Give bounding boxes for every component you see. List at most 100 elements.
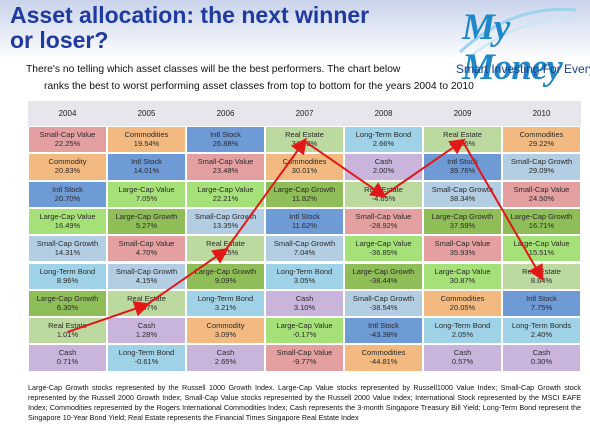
asset-class-label: Small-Cap Growth xyxy=(115,266,178,276)
return-value: 4.15% xyxy=(135,275,158,285)
table-cell: Large-Cap Growth -38.44% xyxy=(344,262,423,290)
table-cell: Real Estate 1.01% xyxy=(28,317,107,345)
return-value: 22.25% xyxy=(54,139,81,148)
asset-class-label: Large-Cap Growth xyxy=(194,266,257,276)
table-cell: Small-Cap Value -28.92% xyxy=(344,207,423,236)
table-cell: Small-Cap Growth 29.09% xyxy=(502,153,581,181)
table-cell: Commodity 20.83% xyxy=(28,153,107,181)
table-cell: Long-Term Bond 3.05% xyxy=(265,262,344,290)
table-cell: Long-Term Bonds 2.40% xyxy=(502,317,581,345)
asset-class-label: Long-Term Bonds xyxy=(511,321,572,331)
asset-class-label: Long-Term Bond xyxy=(39,266,96,276)
asset-class-label: Long-Term Bond xyxy=(197,293,254,303)
asset-class-label: Intl Stock xyxy=(131,157,162,167)
asset-class-label: Small-Cap Growth xyxy=(194,211,257,221)
asset-class-label: Commodities xyxy=(440,293,485,303)
return-value: 1.01% xyxy=(56,330,79,340)
table-cell: Long-Term Bond -0.61% xyxy=(107,344,186,372)
asset-class-label: Cash xyxy=(374,157,393,167)
asset-class-label: Large-Cap Value xyxy=(39,211,96,221)
return-value: 3.21% xyxy=(214,302,237,312)
year-header-2008: 2008 xyxy=(344,101,423,126)
asset-class-label: Cash xyxy=(216,348,235,358)
asset-class-label: Real Estate xyxy=(48,321,87,331)
asset-class-label: Small-Cap Value xyxy=(513,184,570,194)
asset-class-label: Commodities xyxy=(124,130,169,139)
return-value: 16.71% xyxy=(528,220,555,230)
table-cell: Long-Term Bond 8.96% xyxy=(28,262,107,290)
asset-class-label: Real Estate xyxy=(206,239,245,249)
return-value: 9.09% xyxy=(214,275,237,285)
return-value: 0.57% xyxy=(451,357,474,367)
asset-class-label: Small-Cap Growth xyxy=(36,239,99,249)
return-value: 7.75% xyxy=(530,302,553,312)
asset-class-label: Small-Cap Value xyxy=(197,157,254,167)
return-value: -0.61% xyxy=(134,357,159,367)
return-value: 3.10% xyxy=(293,302,316,312)
asset-ranking-chart: 2004 2005 2006 2007 2008 2009 2010 Small-Cap Va… xyxy=(28,101,581,372)
path-arrow-segment xyxy=(67,301,151,334)
year-header-2010: 2010 xyxy=(502,101,581,126)
table-cell: Intl Stock -43.38% xyxy=(344,317,423,345)
return-value: 35.93% xyxy=(449,248,476,258)
table-cell: Commodity 3.09% xyxy=(186,317,265,345)
return-value: 7.05% xyxy=(135,193,158,203)
return-value: 29.22% xyxy=(528,139,555,148)
asset-class-label: Large-Cap Value xyxy=(118,184,175,194)
return-value: -4.65% xyxy=(371,193,396,203)
return-value: 2.65% xyxy=(214,357,237,367)
return-value: 37.59% xyxy=(449,220,476,230)
asset-class-label: Intl Stock xyxy=(210,130,241,139)
asset-class-label: Intl Stock xyxy=(368,321,399,331)
return-value: 13.35% xyxy=(212,220,239,230)
return-value: 2.40% xyxy=(530,330,553,340)
table-cell: Large-Cap Value -0.17% xyxy=(265,317,344,345)
table-cell: Small-Cap Value -9.77% xyxy=(265,344,344,372)
asset-class-label: Small-Cap Growth xyxy=(273,239,336,249)
table-cell: Commodities -44.81% xyxy=(344,344,423,372)
asset-class-label: Small-Cap Value xyxy=(434,239,491,249)
table-cell: Cash 2.00% xyxy=(344,153,423,181)
return-value: 2.05% xyxy=(451,330,474,340)
table-cell: Long-Term Bond 2.66% xyxy=(344,126,423,154)
table-cell: Commodities 19.54% xyxy=(107,126,186,154)
asset-class-label: Cash xyxy=(295,293,314,303)
asset-class-label: Intl Stock xyxy=(447,157,478,167)
table-cell: Small-Cap Growth 14.31% xyxy=(28,235,107,263)
return-value: -38.54% xyxy=(369,302,398,312)
table-cell: Large-Cap Growth 6.30% xyxy=(28,289,107,318)
return-value: 39.76% xyxy=(449,166,476,176)
asset-class-label: Large-Cap Growth xyxy=(352,266,415,276)
page-title: Asset allocation: the next winner or los… xyxy=(10,2,370,53)
path-arrow-segment xyxy=(224,137,307,251)
asset-class-label: Intl Stock xyxy=(52,184,83,194)
table-cell: Cash 0.71% xyxy=(28,344,107,372)
asset-class-label: Intl Stock xyxy=(526,293,557,303)
asset-class-label: Large-Cap Growth xyxy=(115,211,178,221)
asset-class-label: Real Estate xyxy=(285,130,324,139)
return-value: 16.49% xyxy=(54,220,81,230)
return-value: 29.09% xyxy=(528,166,555,176)
asset-class-label: Large-Cap Value xyxy=(434,266,491,276)
table-cell: Intl Stock 11.62% xyxy=(265,207,344,236)
table-cell: Large-Cap Growth 9.09% xyxy=(186,262,265,290)
table-cell: Cash 0.57% xyxy=(423,344,502,372)
return-value: 24.50% xyxy=(528,193,555,203)
return-value: 2.66% xyxy=(372,139,395,148)
table-cell: Large-Cap Growth 37.59% xyxy=(423,207,502,236)
return-value: 5.27% xyxy=(135,220,158,230)
return-value: 3.05% xyxy=(293,275,316,285)
return-value: -43.38% xyxy=(369,330,398,340)
asset-class-label: Commodity xyxy=(48,157,87,167)
asset-class-label: Large-Cap Growth xyxy=(510,211,573,221)
asset-class-label: Long-Term Bond xyxy=(434,321,491,331)
table-cell: Intl Stock 7.75% xyxy=(502,289,581,318)
table-cell: Small-Cap Value 23.48% xyxy=(186,153,265,181)
return-value: 20.83% xyxy=(54,166,81,176)
table-cell: Intl Stock 39.76% xyxy=(423,153,502,181)
return-value: 0.71% xyxy=(56,357,79,367)
asset-class-label: Small-Cap Growth xyxy=(431,184,494,194)
subtitle-line-1: There's no telling which asset classes w… xyxy=(26,64,401,75)
asset-class-label: Large-Cap Growth xyxy=(36,293,99,303)
table-cell: Small-Cap Value 22.25% xyxy=(28,126,107,154)
